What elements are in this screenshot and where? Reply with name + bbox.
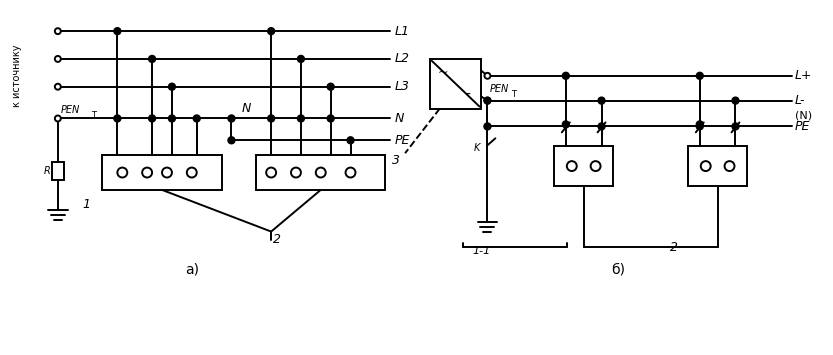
Circle shape	[484, 97, 491, 104]
Circle shape	[142, 168, 152, 178]
Text: N: N	[394, 112, 403, 125]
Circle shape	[696, 72, 703, 79]
Circle shape	[485, 98, 491, 104]
Circle shape	[566, 161, 576, 171]
Text: PE: PE	[394, 134, 410, 147]
Bar	[430, 59, 481, 109]
Circle shape	[485, 73, 491, 79]
Circle shape	[55, 115, 61, 121]
Text: ~: ~	[438, 66, 448, 79]
Text: 2: 2	[273, 233, 281, 246]
Circle shape	[347, 137, 354, 144]
Circle shape	[598, 123, 605, 130]
Bar	[52, 162, 64, 180]
Circle shape	[55, 56, 61, 62]
Text: 1: 1	[82, 198, 91, 211]
Bar	[688, 146, 747, 186]
Text: 2: 2	[670, 241, 678, 254]
Circle shape	[55, 28, 61, 34]
Circle shape	[168, 115, 176, 122]
Text: L1: L1	[394, 24, 409, 38]
Text: R: R	[44, 166, 51, 176]
Circle shape	[267, 168, 276, 178]
Circle shape	[591, 161, 601, 171]
Circle shape	[732, 97, 739, 104]
Circle shape	[228, 137, 235, 144]
Circle shape	[316, 168, 326, 178]
Text: 3: 3	[392, 154, 400, 166]
Circle shape	[114, 28, 121, 35]
Text: PEN: PEN	[61, 104, 80, 115]
Text: K: K	[473, 143, 480, 153]
Bar	[554, 146, 613, 186]
Text: -: -	[466, 88, 471, 102]
Circle shape	[228, 115, 235, 122]
Circle shape	[598, 97, 605, 104]
Circle shape	[55, 84, 61, 90]
Text: PE: PE	[795, 120, 811, 133]
Circle shape	[484, 123, 491, 130]
Circle shape	[267, 28, 275, 35]
Circle shape	[562, 72, 569, 79]
Text: T: T	[91, 111, 96, 120]
Text: 1-1: 1-1	[472, 246, 491, 256]
Circle shape	[732, 123, 739, 130]
Circle shape	[696, 121, 703, 128]
Text: N: N	[242, 102, 251, 115]
Circle shape	[327, 115, 334, 122]
Circle shape	[562, 121, 569, 128]
Text: L3: L3	[394, 80, 409, 93]
Circle shape	[297, 115, 304, 122]
Text: L-: L-	[795, 94, 806, 107]
Circle shape	[327, 83, 334, 90]
Text: б): б)	[611, 262, 626, 276]
Text: а): а)	[185, 262, 199, 276]
Circle shape	[148, 55, 156, 62]
Circle shape	[297, 55, 304, 62]
Circle shape	[114, 115, 121, 122]
Bar	[102, 155, 222, 190]
Bar	[257, 155, 385, 190]
Text: к источнику: к источнику	[12, 44, 22, 107]
Circle shape	[346, 168, 356, 178]
Circle shape	[701, 161, 711, 171]
Circle shape	[267, 115, 275, 122]
Text: (N): (N)	[795, 110, 812, 120]
Text: L+: L+	[795, 69, 812, 82]
Circle shape	[117, 168, 127, 178]
Circle shape	[725, 161, 735, 171]
Circle shape	[162, 168, 172, 178]
Circle shape	[148, 115, 156, 122]
Text: L2: L2	[394, 53, 409, 65]
Circle shape	[193, 115, 200, 122]
Circle shape	[291, 168, 301, 178]
Text: PEN: PEN	[490, 84, 509, 94]
Circle shape	[696, 123, 703, 130]
Circle shape	[168, 83, 176, 90]
Text: T: T	[511, 90, 516, 99]
Circle shape	[187, 168, 197, 178]
